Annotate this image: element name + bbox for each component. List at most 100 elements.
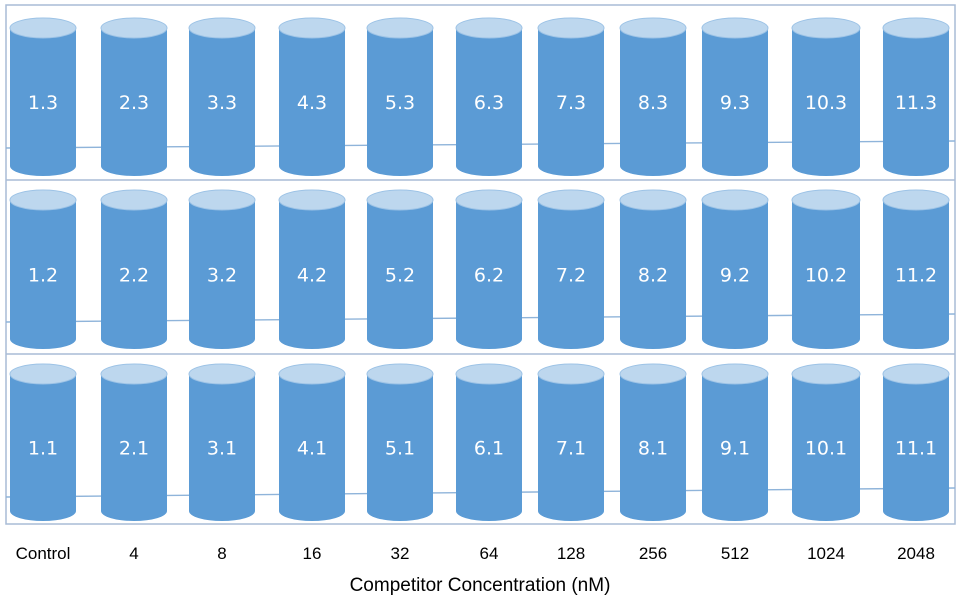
tube-body [189,200,255,349]
tube: 1.2 [9,189,77,349]
tube-label: 2.1 [119,438,149,460]
tube-label: 7.2 [556,265,586,287]
tube-cap [791,189,861,211]
tube-body [456,28,522,176]
tube: 11.2 [882,189,950,349]
concentration-label: 2048 [897,544,935,563]
tube-label: 2.2 [119,265,149,287]
tube-cap [100,17,168,39]
tube-cap [366,17,434,39]
tube: 4.2 [278,189,346,349]
tube-cap [455,17,523,39]
tube-cap [278,17,346,39]
tube-label: 10.1 [805,438,847,460]
tube: 1.1 [9,363,77,521]
tube-label: 1.1 [28,438,58,460]
tube-cap [455,189,523,211]
tube: 6.3 [455,17,523,176]
tube-body [538,374,604,521]
tube: 3.1 [188,363,256,521]
tube-label: 10.2 [805,265,847,287]
tube-label: 8.3 [638,92,668,114]
tube-cap [791,17,861,39]
tube-body [538,200,604,349]
tube: 6.1 [455,363,523,521]
tube-body [702,200,768,349]
tube: 8.2 [619,189,687,349]
tube-cap [791,363,861,385]
tube-body [792,200,860,349]
tube-body [367,200,433,349]
tube-label: 7.1 [556,438,586,460]
concentration-label: 512 [721,544,749,563]
tube-cap [537,17,605,39]
tube: 10.2 [791,189,861,349]
tube: 3.2 [188,189,256,349]
tube: 7.2 [537,189,605,349]
tube-body [279,200,345,349]
tube: 2.1 [100,363,168,521]
tube-body [702,374,768,521]
concentration-label: 32 [391,544,410,563]
tube-label: 4.1 [297,438,327,460]
tube-label: 3.3 [207,92,237,114]
tube-body [456,200,522,349]
tube-body [538,28,604,176]
tube-body [367,374,433,521]
tube-body [883,200,949,349]
tube-cap [701,363,769,385]
tube-label: 9.3 [720,92,750,114]
tube-cap [9,363,77,385]
tube-cap [882,189,950,211]
tube-grid: 1.3 2.3 3.3 4.3 5.3 6.3 7.3 8.3 9.3 10.3 11.3 1.2 2.… [9,17,950,521]
tube-cap [188,17,256,39]
tube: 6.2 [455,189,523,349]
tube: 2.2 [100,189,168,349]
tube-cap [278,189,346,211]
tube-cap [9,189,77,211]
tube-cap [188,363,256,385]
concentration-label: 16 [303,544,322,563]
tube: 4.3 [278,17,346,176]
tube-label: 1.2 [28,265,58,287]
concentration-label: Control [16,544,71,563]
tube-cap [619,189,687,211]
tube-body [792,28,860,176]
tube: 1.3 [9,17,77,176]
tube: 8.1 [619,363,687,521]
tube: 7.1 [537,363,605,521]
tube-label: 10.3 [805,92,847,114]
tube-cap [455,363,523,385]
tube-label: 4.2 [297,265,327,287]
tube: 5.3 [366,17,434,176]
tube: 9.2 [701,189,769,349]
tube: 5.2 [366,189,434,349]
tube-label: 11.2 [895,265,937,287]
tube: 5.1 [366,363,434,521]
tube-label: 3.1 [207,438,237,460]
tube-body [456,374,522,521]
tube-cap [619,363,687,385]
tube-body [10,28,76,176]
tube-cap [537,363,605,385]
tube-cap [9,17,77,39]
tube-label: 9.2 [720,265,750,287]
tube: 10.1 [791,363,861,521]
rack-border [5,4,956,525]
tube-body [189,374,255,521]
tube-cap [882,363,950,385]
tube-label: 7.3 [556,92,586,114]
tube-label: 2.3 [119,92,149,114]
concentration-label: 4 [129,544,138,563]
concentration-label: 64 [480,544,499,563]
tube-cap [366,363,434,385]
tube: 4.1 [278,363,346,521]
tube: 3.3 [188,17,256,176]
tube-body [620,374,686,521]
tube-cap [701,189,769,211]
tube-label: 8.2 [638,265,668,287]
tube-label: 6.2 [474,265,504,287]
tube-cap [100,189,168,211]
tube-cap [188,189,256,211]
tube: 8.3 [619,17,687,176]
